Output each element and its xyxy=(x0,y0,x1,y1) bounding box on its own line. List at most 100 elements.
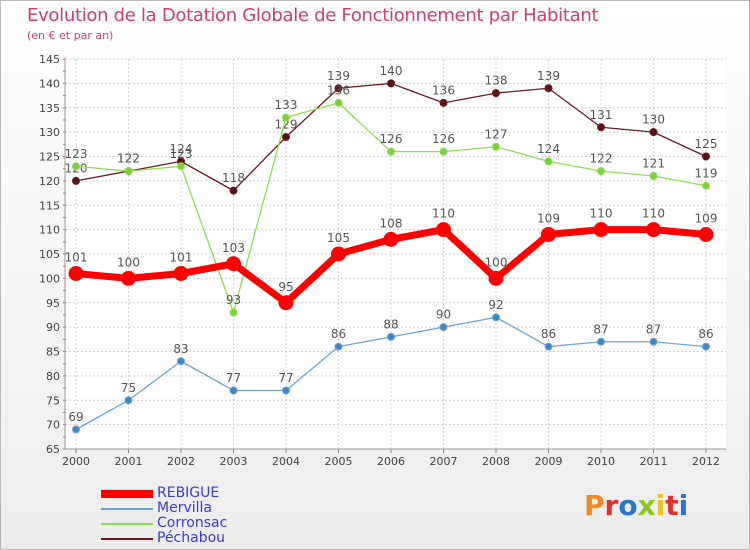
data-label-corronsac: 122 xyxy=(117,152,140,166)
chart-title: Evolution de la Dotation Globale de Fonc… xyxy=(27,5,599,26)
data-label-rebigue: 110 xyxy=(642,207,665,221)
data-label-corronsac: 119 xyxy=(695,166,718,180)
x-tick-label: 2006 xyxy=(377,455,405,468)
data-point-mervilla xyxy=(177,357,185,366)
x-tick-label: 2007 xyxy=(430,455,458,468)
data-point-pechabou xyxy=(229,186,238,195)
data-label-corronsac: 123 xyxy=(65,147,88,161)
data-label-pechabou: 122 xyxy=(117,152,140,166)
y-tick-label: 70 xyxy=(46,419,60,432)
data-label-corronsac: 122 xyxy=(590,152,613,166)
data-label-rebigue: 100 xyxy=(117,255,140,269)
data-label-mervilla: 87 xyxy=(646,322,661,336)
data-label-mervilla: 92 xyxy=(488,298,503,312)
y-tick-label: 105 xyxy=(39,248,60,261)
data-point-pechabou xyxy=(334,84,343,93)
data-label-mervilla: 77 xyxy=(278,371,293,385)
legend-swatch xyxy=(101,522,153,525)
data-label-mervilla: 86 xyxy=(331,327,346,341)
chart-legend: REBIGUE Mervilla Corronsac Péchabou xyxy=(101,486,227,546)
logo-letter: x xyxy=(637,489,656,522)
data-point-rebigue xyxy=(646,222,661,238)
y-tick-label: 120 xyxy=(39,175,60,188)
data-label-pechabou: 139 xyxy=(537,69,560,83)
data-label-corronsac: 133 xyxy=(275,98,298,112)
data-label-corronsac: 136 xyxy=(327,83,350,97)
data-point-corronsac xyxy=(702,181,710,190)
data-label-pechabou: 118 xyxy=(222,171,245,185)
data-point-rebigue xyxy=(436,222,451,238)
y-tick-label: 75 xyxy=(46,394,60,407)
x-tick-label: 2011 xyxy=(640,455,668,468)
data-label-pechabou: 130 xyxy=(642,113,665,127)
data-label-rebigue: 101 xyxy=(170,251,193,265)
data-point-corronsac xyxy=(177,162,185,171)
y-tick-label: 135 xyxy=(39,102,60,115)
data-point-rebigue xyxy=(226,256,241,272)
data-point-pechabou xyxy=(282,133,290,141)
legend-item-rebigue: REBIGUE xyxy=(101,486,227,501)
legend-label: Mervilla xyxy=(157,500,212,516)
legend-swatch xyxy=(101,507,153,510)
data-point-corronsac xyxy=(597,167,605,176)
data-label-mervilla: 69 xyxy=(68,410,83,424)
data-point-corronsac xyxy=(282,113,290,122)
legend-item-mervilla: Mervilla xyxy=(101,501,227,516)
data-label-pechabou: 129 xyxy=(275,118,298,132)
y-tick-label: 140 xyxy=(39,77,60,90)
data-label-rebigue: 105 xyxy=(327,231,350,245)
data-point-rebigue xyxy=(331,246,346,262)
data-point-rebigue xyxy=(541,227,556,242)
data-point-mervilla xyxy=(334,342,343,351)
legend-swatch xyxy=(101,537,153,540)
data-label-rebigue: 110 xyxy=(590,207,613,221)
data-label-corronsac: 126 xyxy=(432,132,455,146)
y-tick-label: 110 xyxy=(39,224,60,237)
logo-letter: r xyxy=(604,489,619,522)
data-point-rebigue xyxy=(278,295,294,311)
data-point-rebigue xyxy=(593,222,609,238)
data-point-pechabou xyxy=(72,176,80,185)
data-point-corronsac xyxy=(229,308,238,317)
data-label-rebigue: 109 xyxy=(537,212,560,226)
x-tick-label: 2000 xyxy=(62,455,90,468)
data-label-mervilla: 77 xyxy=(226,371,241,385)
data-point-corronsac xyxy=(544,157,553,166)
data-label-corronsac: 127 xyxy=(485,127,508,141)
data-point-mervilla xyxy=(72,425,80,434)
data-point-rebigue xyxy=(121,270,136,286)
data-label-mervilla: 83 xyxy=(173,342,188,356)
data-point-mervilla xyxy=(387,332,395,341)
data-point-rebigue xyxy=(488,270,504,286)
data-label-pechabou: 136 xyxy=(432,83,455,97)
data-point-pechabou xyxy=(387,79,395,88)
logo-letter: o xyxy=(618,489,638,522)
data-label-corronsac: 123 xyxy=(170,147,193,161)
data-point-corronsac xyxy=(387,147,395,156)
data-point-mervilla xyxy=(544,342,553,351)
data-point-pechabou xyxy=(649,128,658,137)
data-label-pechabou: 139 xyxy=(327,69,350,83)
plot-area xyxy=(65,59,726,449)
data-point-rebigue xyxy=(68,266,84,281)
data-point-mervilla xyxy=(439,323,448,332)
y-tick-label: 95 xyxy=(46,297,60,310)
data-point-mervilla xyxy=(124,396,133,405)
y-tick-label: 125 xyxy=(39,151,60,164)
data-label-mervilla: 90 xyxy=(436,308,451,322)
legend-swatch xyxy=(101,489,153,498)
data-label-pechabou: 138 xyxy=(485,74,508,88)
data-label-rebigue: 101 xyxy=(65,251,88,265)
x-tick-label: 2003 xyxy=(220,455,248,468)
data-label-rebigue: 109 xyxy=(695,212,718,226)
legend-label: Péchabou xyxy=(157,530,226,546)
data-label-corronsac: 126 xyxy=(380,132,403,146)
legend-label: Corronsac xyxy=(157,515,228,531)
data-label-pechabou: 125 xyxy=(695,137,718,151)
x-tick-label: 2005 xyxy=(325,455,353,468)
legend-label: REBIGUE xyxy=(157,485,220,501)
data-point-mervilla xyxy=(282,386,290,395)
legend-item-pechabou: Péchabou xyxy=(101,531,227,546)
data-label-mervilla: 75 xyxy=(121,381,136,395)
